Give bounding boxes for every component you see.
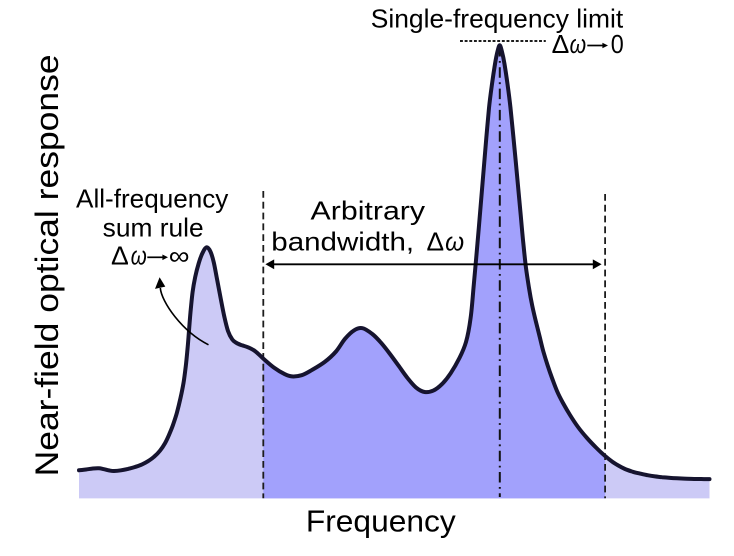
svg-text:ω: ω: [445, 226, 464, 256]
svg-text:ω: ω: [131, 240, 147, 270]
svg-text:bandwidth,: bandwidth,: [271, 226, 414, 256]
svg-text:sum rule: sum rule: [103, 212, 204, 242]
svg-text:Δ: Δ: [427, 226, 445, 256]
svg-text:ω: ω: [570, 29, 587, 59]
svg-text:All-frequency: All-frequency: [76, 183, 228, 213]
svg-text:0: 0: [611, 29, 624, 59]
svg-text:∞: ∞: [169, 240, 190, 270]
svg-text:Single-frequency limit: Single-frequency limit: [371, 4, 624, 34]
svg-text:Δ: Δ: [111, 240, 129, 270]
svg-text:Δ: Δ: [552, 29, 570, 59]
svg-text:Frequency: Frequency: [306, 505, 457, 539]
svg-text:Arbitrary: Arbitrary: [311, 195, 426, 225]
svg-text:Near-field optical response: Near-field optical response: [29, 54, 65, 476]
